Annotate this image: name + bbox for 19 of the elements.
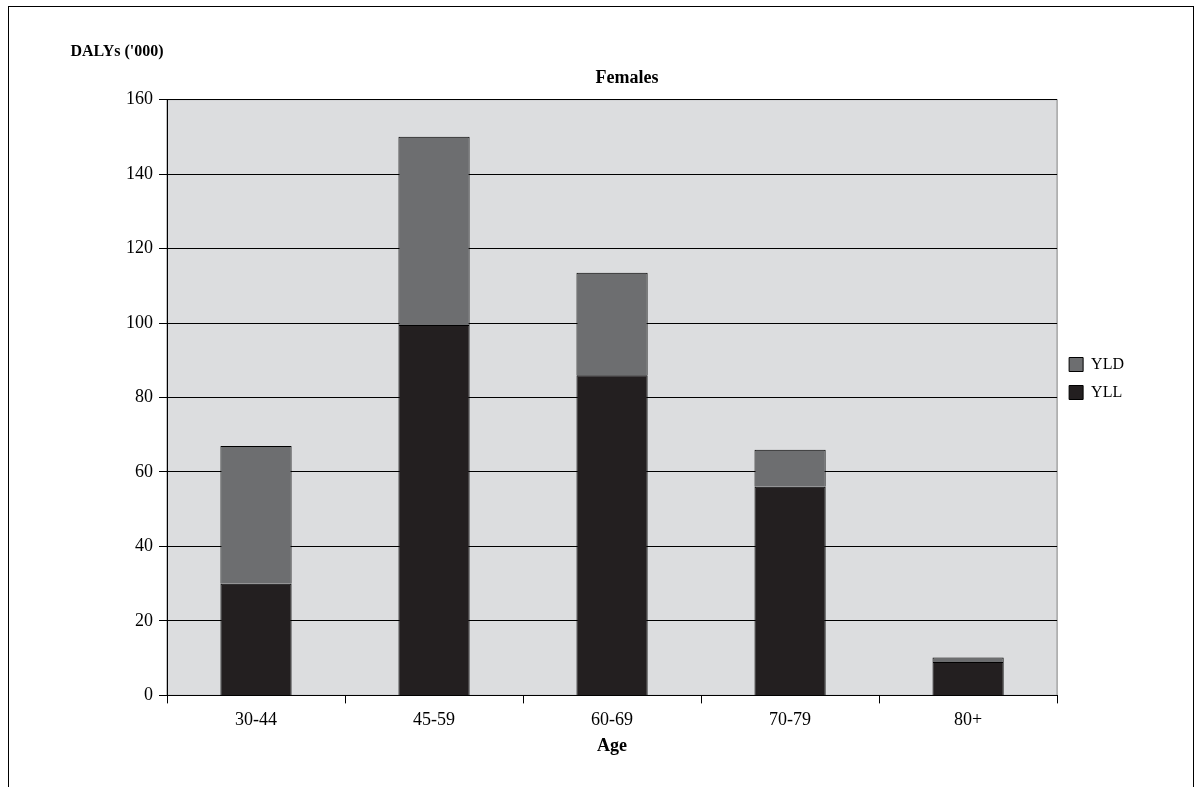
y-tick-label: 60 — [135, 460, 153, 481]
x-tick-label: 80+ — [954, 708, 983, 729]
y-tick-label: 20 — [135, 609, 153, 630]
y-tick-label: 100 — [126, 311, 153, 332]
chart-title: Females — [595, 67, 659, 88]
legend-label: YLL — [1091, 382, 1123, 400]
legend-label: YLD — [1091, 354, 1125, 372]
y-tick-label: 40 — [135, 535, 153, 556]
x-tick-label: 30-44 — [235, 708, 278, 729]
x-axis-title: Age — [597, 735, 628, 756]
x-tick-label: 45-59 — [413, 708, 456, 729]
y-tick-label: 120 — [126, 237, 153, 258]
y-tick-label: 160 — [126, 88, 153, 109]
y-tick-label: 140 — [126, 162, 153, 183]
x-tick-label: 70-79 — [769, 708, 812, 729]
y-tick-label: 0 — [144, 684, 153, 705]
x-tick-label: 60-69 — [591, 708, 634, 729]
y-tick-label: 80 — [135, 386, 153, 407]
y-axis-title: DALYs ('000) — [70, 42, 164, 61]
